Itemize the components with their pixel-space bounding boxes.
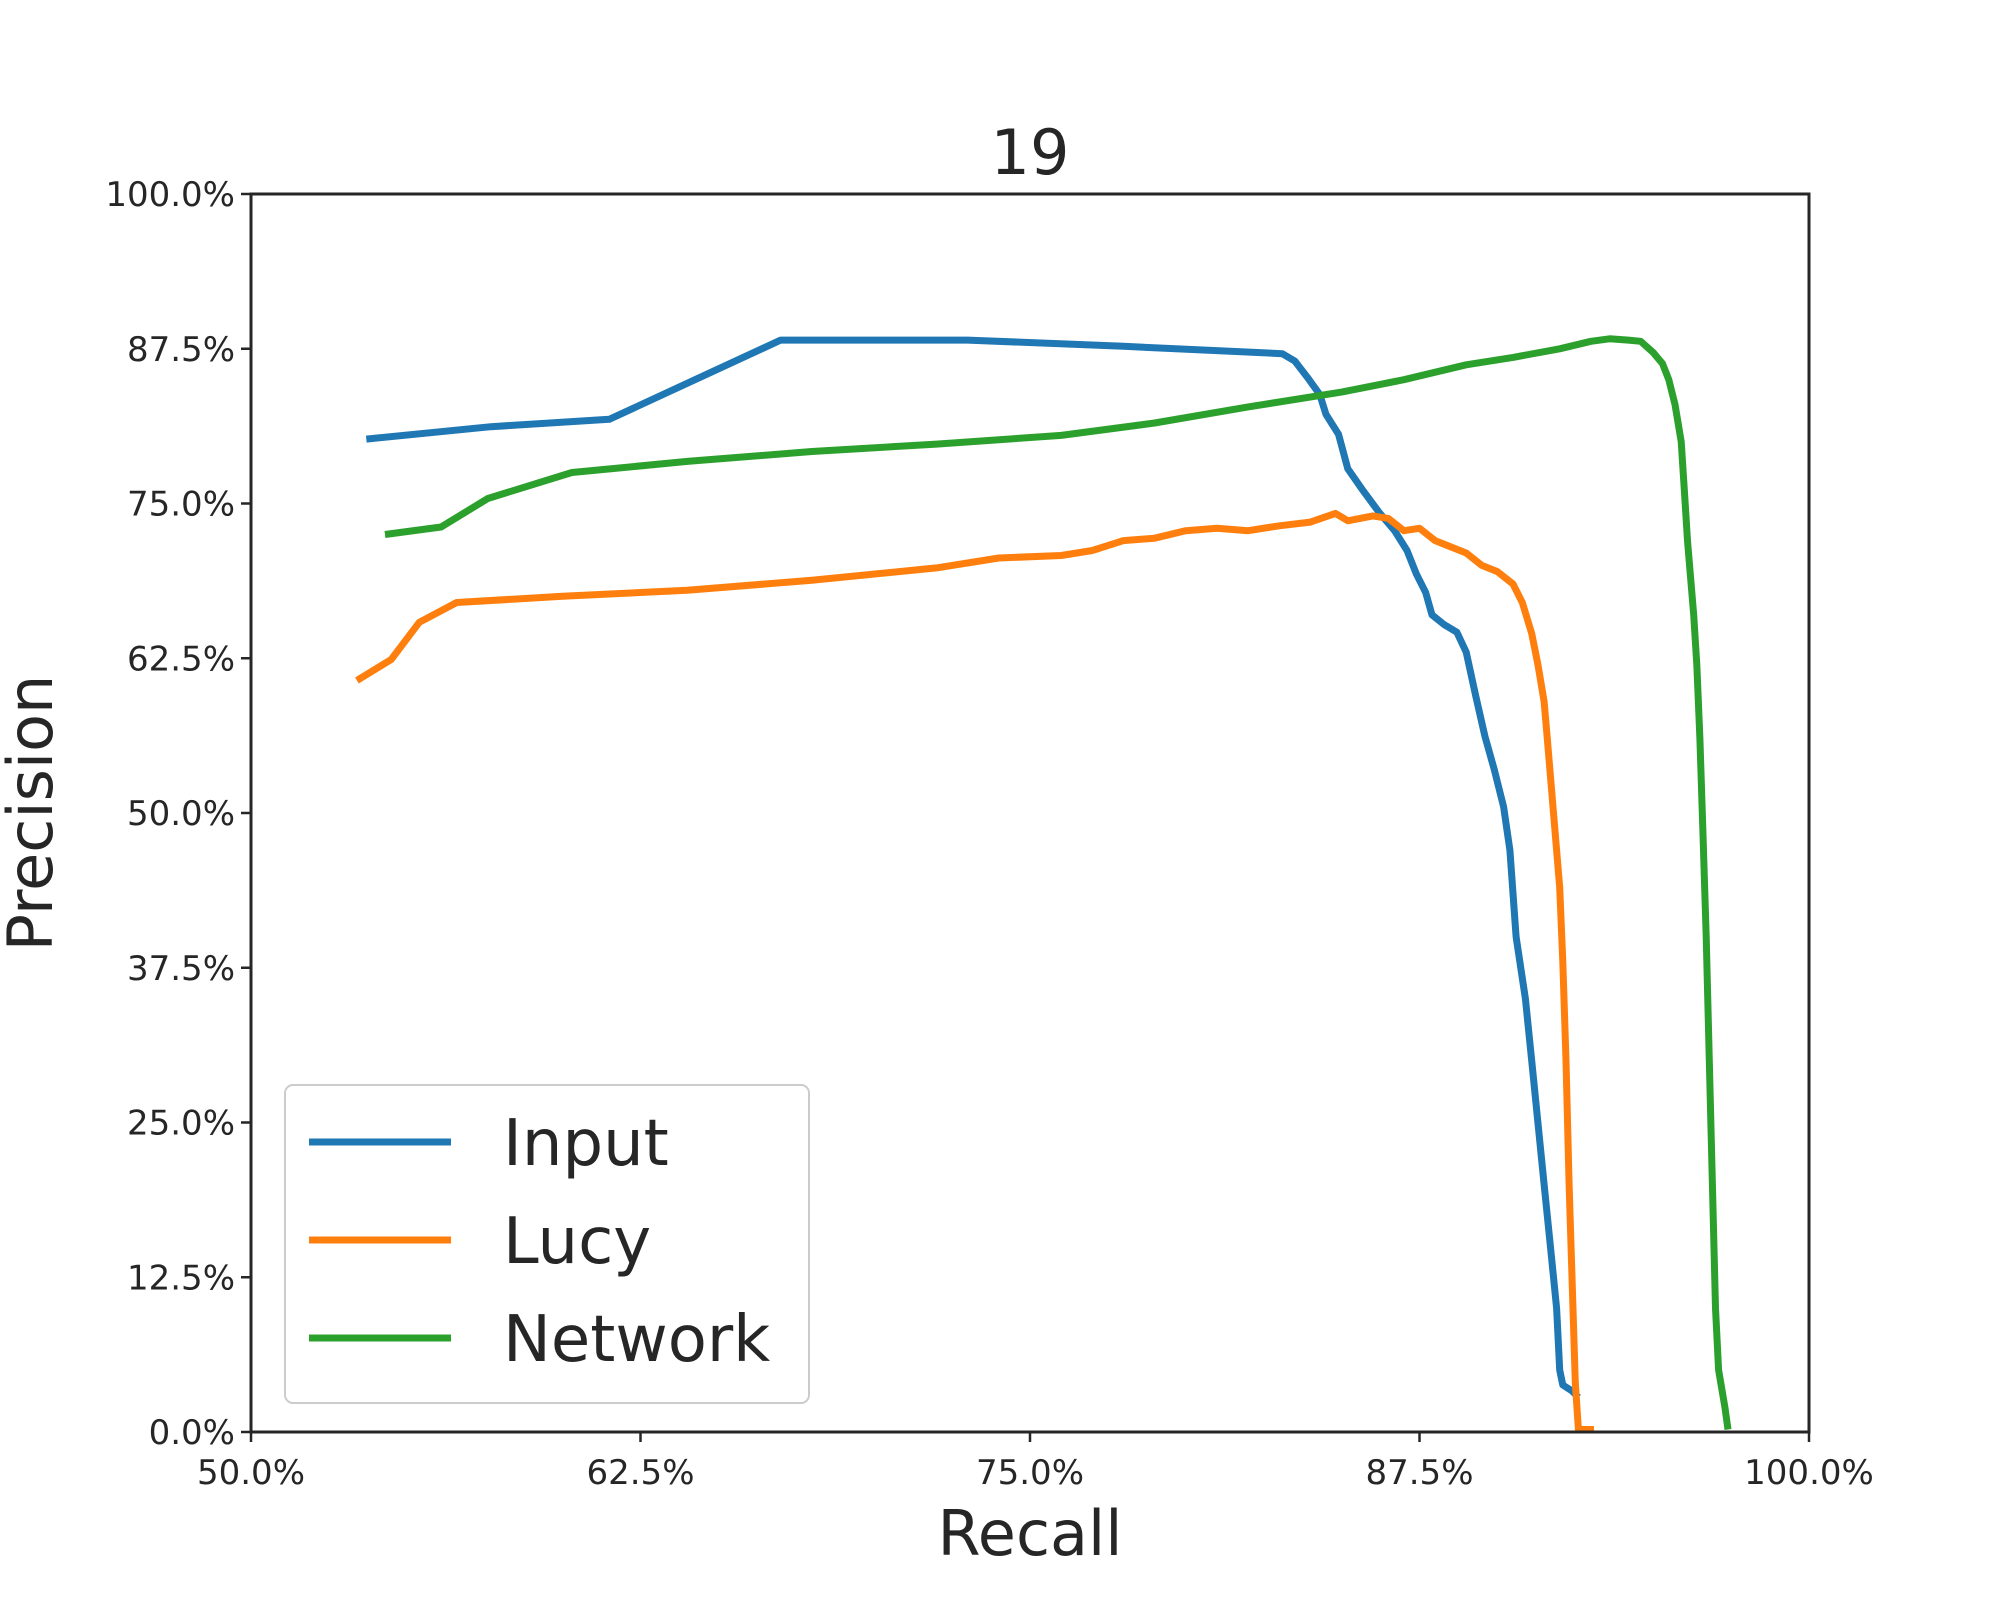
chart-title: 19 bbox=[991, 116, 1070, 189]
y-tick-label: 25.0% bbox=[127, 1104, 235, 1144]
y-tick-label: 75.0% bbox=[127, 485, 235, 525]
y-tick-label: 0.0% bbox=[149, 1413, 235, 1453]
legend: Input Lucy Network bbox=[284, 1084, 810, 1404]
x-tick-label: 62.5% bbox=[586, 1453, 694, 1493]
series-line-lucy bbox=[355, 509, 1594, 1433]
legend-label-network: Network bbox=[503, 1303, 770, 1377]
y-axis: 0.0% 12.5% 25.0% 37.5% 50.0% 62.5% 75.0% 87.5% 1… bbox=[105, 175, 251, 1453]
x-axis-title: Recall bbox=[938, 1497, 1123, 1570]
x-tick-label: 75.0% bbox=[976, 1453, 1084, 1493]
y-axis-title: Precision bbox=[0, 675, 67, 952]
y-tick-label: 100.0% bbox=[105, 175, 235, 215]
legend-box bbox=[284, 1084, 810, 1404]
y-tick-label: 50.0% bbox=[127, 794, 235, 834]
y-tick-label: 37.5% bbox=[127, 949, 235, 989]
x-axis: 50.0% 62.5% 75.0% 87.5% 100.0% bbox=[197, 1432, 1874, 1493]
series-layer bbox=[355, 335, 1732, 1433]
legend-label-input: Input bbox=[503, 1107, 669, 1181]
x-tick-label: 100.0% bbox=[1744, 1453, 1874, 1493]
x-tick-label: 50.0% bbox=[197, 1453, 305, 1493]
series-line-network bbox=[384, 335, 1732, 1430]
series-line-input bbox=[365, 336, 1581, 1400]
y-tick-label: 62.5% bbox=[127, 639, 235, 679]
y-tick-label: 87.5% bbox=[127, 330, 235, 370]
y-tick-label: 12.5% bbox=[127, 1258, 235, 1298]
x-tick-label: 87.5% bbox=[1365, 1453, 1473, 1493]
legend-label-lucy: Lucy bbox=[503, 1205, 651, 1279]
